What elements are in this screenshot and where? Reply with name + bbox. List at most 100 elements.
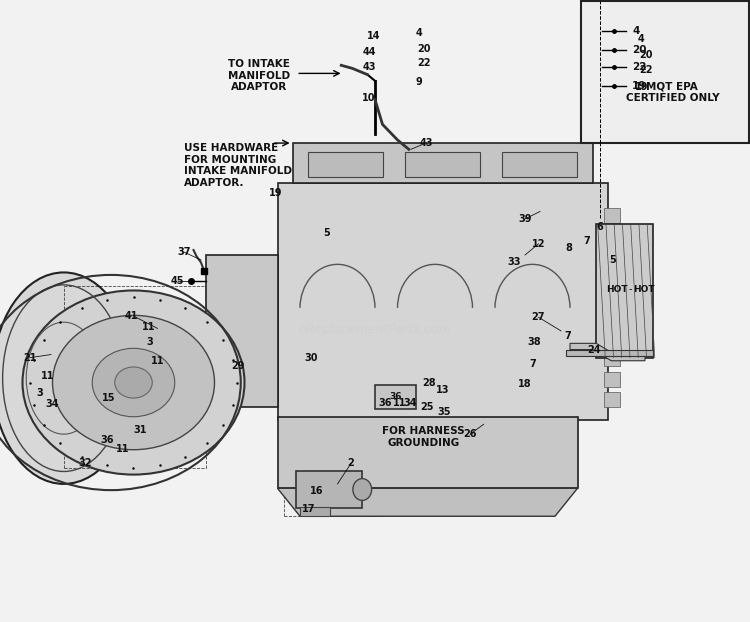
Bar xyxy=(604,228,620,243)
Text: 15: 15 xyxy=(102,393,116,403)
Bar xyxy=(278,183,608,420)
Text: 20: 20 xyxy=(417,44,430,54)
Text: 29: 29 xyxy=(232,361,245,371)
Text: 41: 41 xyxy=(124,311,138,321)
Text: 36: 36 xyxy=(389,392,401,401)
Text: 24: 24 xyxy=(587,345,601,355)
Polygon shape xyxy=(570,343,645,361)
Circle shape xyxy=(53,315,214,450)
Bar xyxy=(604,392,620,407)
Bar xyxy=(604,208,620,223)
Text: 26: 26 xyxy=(464,429,477,439)
Text: 30: 30 xyxy=(304,353,318,363)
Text: 12: 12 xyxy=(532,239,545,249)
Text: 25: 25 xyxy=(421,402,434,412)
Text: 19: 19 xyxy=(269,188,283,198)
Text: 19: 19 xyxy=(634,82,648,92)
Bar xyxy=(206,255,278,407)
Bar xyxy=(604,269,620,284)
Bar xyxy=(308,152,382,177)
Text: 13: 13 xyxy=(436,385,449,395)
Circle shape xyxy=(22,290,245,475)
Text: 6: 6 xyxy=(597,222,603,232)
Text: 27: 27 xyxy=(532,312,545,322)
Circle shape xyxy=(115,367,152,398)
Text: 11: 11 xyxy=(40,371,54,381)
Text: 8: 8 xyxy=(565,243,572,253)
Text: 21: 21 xyxy=(23,353,37,363)
Text: 11: 11 xyxy=(151,356,164,366)
Bar xyxy=(300,507,330,516)
Text: 34: 34 xyxy=(404,398,417,408)
Text: 33: 33 xyxy=(507,258,520,267)
Text: 20: 20 xyxy=(640,50,653,60)
Text: 5: 5 xyxy=(609,255,616,265)
Text: 20: 20 xyxy=(632,45,646,55)
Text: 11: 11 xyxy=(142,322,155,332)
Text: 37: 37 xyxy=(177,247,190,257)
Text: 4: 4 xyxy=(638,34,644,44)
Bar xyxy=(292,143,592,183)
Text: eReplacementParts.com: eReplacementParts.com xyxy=(298,323,452,336)
Text: MQT EPA
CERTIFIED ONLY: MQT EPA CERTIFIED ONLY xyxy=(626,81,719,103)
Polygon shape xyxy=(278,488,578,516)
Text: 18: 18 xyxy=(518,379,532,389)
Text: 35: 35 xyxy=(437,407,451,417)
Text: 9: 9 xyxy=(416,77,422,87)
Bar xyxy=(375,385,416,409)
Text: HOT: HOT xyxy=(633,285,654,294)
Text: USE HARDWARE
FOR MOUNTING
INTAKE MANIFOLD
ADAPTOR.: USE HARDWARE FOR MOUNTING INTAKE MANIFOL… xyxy=(184,143,292,188)
Text: 36: 36 xyxy=(100,435,114,445)
Circle shape xyxy=(92,348,175,417)
Text: 2: 2 xyxy=(347,458,354,468)
Text: HOT: HOT xyxy=(606,285,627,294)
Ellipse shape xyxy=(352,479,372,500)
Text: 7: 7 xyxy=(584,236,591,246)
Text: 22: 22 xyxy=(417,58,430,68)
Text: 38: 38 xyxy=(527,337,541,347)
Bar xyxy=(596,224,652,358)
Bar xyxy=(604,310,620,325)
Text: 44: 44 xyxy=(362,47,376,57)
Bar xyxy=(604,290,620,305)
Text: TO INTAKE
MANIFOLD
ADAPTOR: TO INTAKE MANIFOLD ADAPTOR xyxy=(228,59,290,92)
Text: 3: 3 xyxy=(147,337,153,347)
Text: 16: 16 xyxy=(310,486,323,496)
Text: 31: 31 xyxy=(134,425,147,435)
Text: 45: 45 xyxy=(171,276,184,286)
Text: 19: 19 xyxy=(632,81,646,91)
Bar xyxy=(503,152,578,177)
Text: FOR HARNESS
GROUNDING: FOR HARNESS GROUNDING xyxy=(382,426,465,448)
Bar xyxy=(581,1,748,143)
Text: 43: 43 xyxy=(362,62,376,72)
Bar xyxy=(296,471,362,508)
Text: 11: 11 xyxy=(116,444,129,454)
Text: 7: 7 xyxy=(530,359,536,369)
Bar xyxy=(604,372,620,387)
Text: 14: 14 xyxy=(367,31,380,41)
Text: -: - xyxy=(628,284,632,294)
Text: 22: 22 xyxy=(632,62,646,72)
Text: 5: 5 xyxy=(322,228,330,238)
Bar xyxy=(604,351,620,366)
Text: 39: 39 xyxy=(518,214,532,224)
Text: 3: 3 xyxy=(36,388,43,398)
Text: 4: 4 xyxy=(416,28,422,38)
Ellipse shape xyxy=(0,272,135,484)
Text: 28: 28 xyxy=(422,378,436,388)
Text: 36: 36 xyxy=(378,398,392,408)
Text: 4: 4 xyxy=(632,26,640,36)
Text: 17: 17 xyxy=(302,504,316,514)
Bar xyxy=(405,152,480,177)
Text: 10: 10 xyxy=(362,93,376,103)
Text: 22: 22 xyxy=(640,65,653,75)
Bar xyxy=(278,417,578,488)
Text: 32: 32 xyxy=(78,458,92,468)
Text: 11: 11 xyxy=(393,398,406,408)
Text: 43: 43 xyxy=(419,138,433,148)
Bar xyxy=(604,249,620,264)
Text: 34: 34 xyxy=(46,399,59,409)
Text: 7: 7 xyxy=(564,331,572,341)
Bar xyxy=(604,331,620,346)
Polygon shape xyxy=(566,350,652,356)
